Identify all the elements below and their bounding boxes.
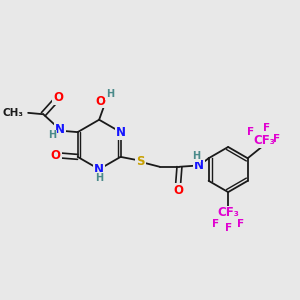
Text: H: H xyxy=(48,130,56,140)
Text: H: H xyxy=(106,89,114,99)
Text: O: O xyxy=(53,91,63,104)
Text: N: N xyxy=(55,123,65,136)
Text: F: F xyxy=(225,223,232,233)
Text: CF₃: CF₃ xyxy=(253,134,275,147)
Text: O: O xyxy=(51,149,61,162)
Text: O: O xyxy=(95,94,105,107)
Text: H: H xyxy=(192,151,201,161)
Text: H: H xyxy=(95,173,103,183)
Text: F: F xyxy=(212,219,219,229)
Text: N: N xyxy=(194,159,204,172)
Text: F: F xyxy=(273,134,280,144)
Text: F: F xyxy=(237,219,244,229)
Text: CF₃: CF₃ xyxy=(217,206,239,219)
Text: CH₃: CH₃ xyxy=(2,108,23,118)
Text: N: N xyxy=(94,163,104,176)
Text: O: O xyxy=(173,184,183,197)
Text: N: N xyxy=(116,126,126,139)
Text: S: S xyxy=(136,155,145,168)
Text: F: F xyxy=(247,128,254,137)
Text: F: F xyxy=(263,123,271,133)
